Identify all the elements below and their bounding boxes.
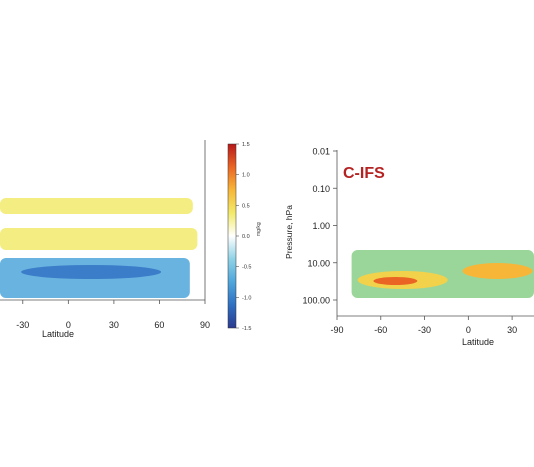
colorbar-tick-label: -1.0 [242,295,251,301]
colorbar-tick-label: -0.5 [242,265,251,271]
right-y-axis-label: Pressure, hPa [284,205,294,259]
right-y-tick-label: 1.00 [312,221,330,231]
colorbar: 1.5 1.0 0.5 0.0 -0.5 -1.0 -1.5 mg/kg [227,142,262,332]
colorbar-tick-label: 1.5 [242,142,250,148]
colorbar-tick-label: 1.0 [242,173,250,179]
right-x-tick-label: -30 [418,325,431,335]
right-x-tick-label: 30 [507,325,517,335]
right-x-axis-label: Latitude [462,337,494,347]
right-x-tick-label: -60 [374,325,387,335]
colorbar-ticks: 1.5 1.0 0.5 0.0 -0.5 -1.0 -1.5 [236,142,251,332]
right-x-ticks: -90 -60 -30 0 30 [330,316,517,335]
right-chart-title: C-IFS [343,165,385,182]
colorbar-tick-label: 0.0 [242,234,250,240]
colorbar-bar [227,143,237,329]
right-x-tick-label: 0 [466,325,471,335]
right-core-west-max [373,277,418,285]
left-heatmap: -30 0 30 60 90 Latitude [0,140,210,339]
left-x-ticks: -30 0 30 60 90 [16,300,210,330]
right-band-group [351,250,534,298]
left-band-group [0,198,198,298]
colorbar-unit: mg/kg [256,222,262,236]
right-x-tick-label: -90 [330,325,343,335]
left-x-tick-label: -30 [16,320,29,330]
left-x-tick-label: 90 [200,320,210,330]
colorbar-tick-label: -1.5 [242,326,251,332]
left-band-0 [0,198,193,214]
right-y-tick-label: 0.10 [312,184,330,194]
left-x-tick-label: 60 [154,320,164,330]
right-y-tick-label: 10.00 [307,258,330,268]
colorbar-tick-label: 0.5 [242,203,250,209]
right-y-tick-label: 0.01 [312,147,330,157]
left-x-axis-label: Latitude [42,329,74,339]
right-y-ticks: 0.01 0.10 1.00 10.00 100.00 [302,147,337,306]
left-x-tick-label: 30 [109,320,119,330]
right-y-tick-label: 100.00 [302,296,330,306]
left-x-tick-label: 0 [66,320,71,330]
left-core-negative [21,265,162,279]
right-core-east [462,263,533,279]
left-band-1 [0,228,198,250]
right-heatmap: C-IFS -90 -60 -30 0 30 0.01 0.10 1.00 10.00 100.… [284,147,534,347]
